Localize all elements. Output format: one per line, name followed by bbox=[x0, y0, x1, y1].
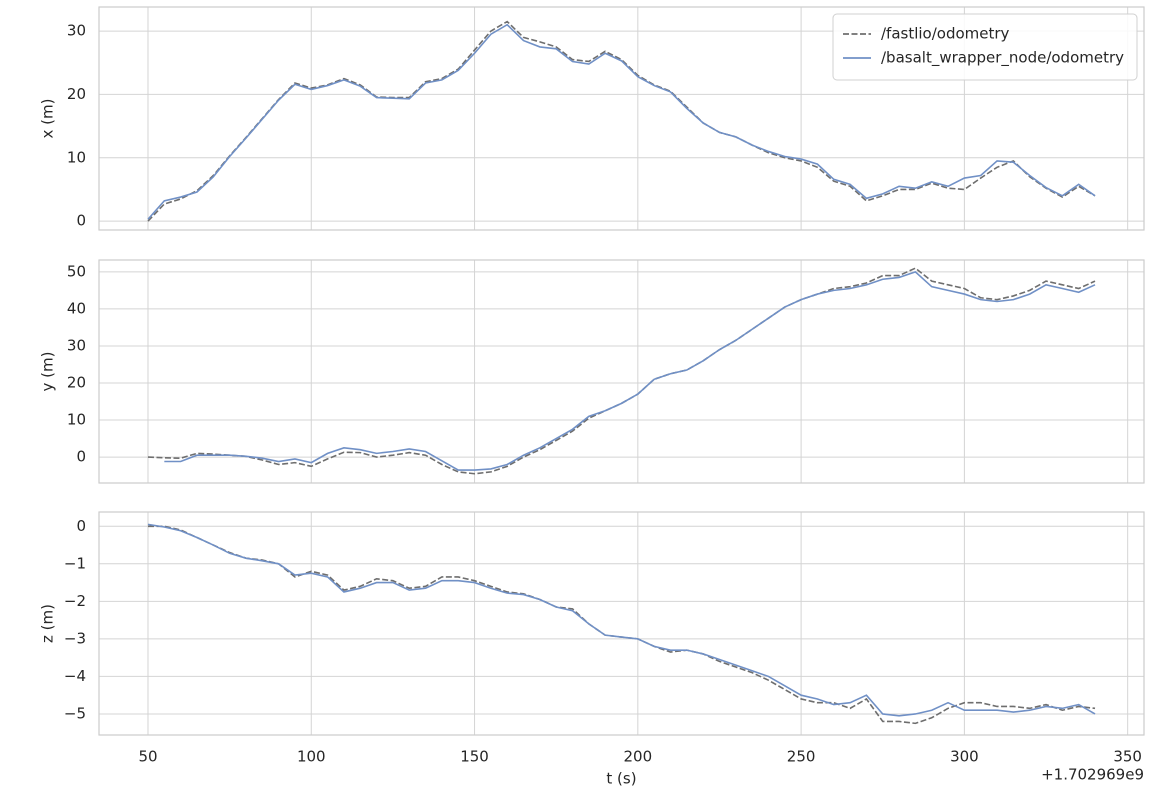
series-line bbox=[164, 270, 1096, 471]
y-tick-label: −3 bbox=[64, 629, 86, 647]
x-tick-label: 350 bbox=[1113, 748, 1142, 766]
y-tick-label: 30 bbox=[67, 22, 86, 40]
x-axis-label: t (s) bbox=[606, 770, 636, 788]
y-tick-label: −1 bbox=[64, 554, 86, 572]
y-tick-label: −2 bbox=[64, 592, 86, 610]
plot-frame bbox=[98, 6, 1145, 231]
y-tick-label: 30 bbox=[67, 336, 86, 354]
x-tick-label: 300 bbox=[950, 748, 979, 766]
legend-label: /basalt_wrapper_node/odometry bbox=[881, 49, 1124, 68]
plot-frame bbox=[98, 511, 1145, 736]
legend: /fastlio/odometry/basalt_wrapper_node/od… bbox=[832, 13, 1138, 81]
series-line bbox=[147, 523, 1096, 717]
x-tick-label: 150 bbox=[460, 748, 489, 766]
x-tick-label: 250 bbox=[787, 748, 816, 766]
y-tick-label: 20 bbox=[67, 85, 86, 103]
y-tick-label: −4 bbox=[64, 667, 86, 685]
series-line bbox=[147, 20, 1096, 222]
legend-box bbox=[832, 13, 1138, 81]
y-tick-label: 20 bbox=[67, 373, 86, 391]
y-tick-label: −5 bbox=[64, 704, 86, 722]
plot-frame bbox=[98, 259, 1145, 484]
x-tick-label: 100 bbox=[297, 748, 326, 766]
legend-label: /fastlio/odometry bbox=[881, 25, 1010, 43]
x-tick-label: 200 bbox=[624, 748, 653, 766]
y-tick-label: 0 bbox=[76, 448, 86, 466]
y-axis-label: z (m) bbox=[39, 604, 57, 643]
series-line bbox=[147, 23, 1096, 220]
y-tick-label: 40 bbox=[67, 299, 86, 317]
y-tick-label: 50 bbox=[67, 262, 86, 280]
plot-area bbox=[99, 512, 1144, 735]
y-tick-label: 0 bbox=[76, 517, 86, 535]
x-offset-label: +1.702969e9 bbox=[1041, 766, 1144, 784]
y-tick-label: 10 bbox=[67, 148, 86, 166]
y-axis-label: y (m) bbox=[39, 352, 57, 392]
plot-area bbox=[99, 260, 1144, 483]
y-tick-label: 10 bbox=[67, 411, 86, 429]
y-axis-label: x (m) bbox=[39, 99, 57, 139]
y-tick-label: 0 bbox=[76, 212, 86, 230]
x-tick-label: 50 bbox=[138, 748, 157, 766]
